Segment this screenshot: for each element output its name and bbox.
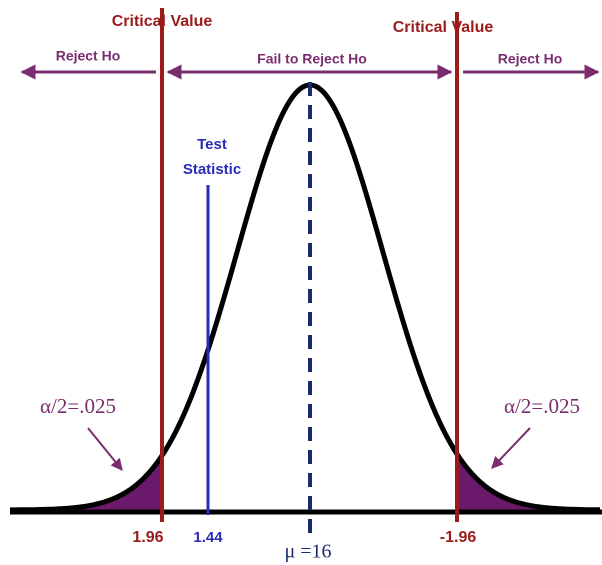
axis-label: 1.96	[132, 529, 163, 546]
test-label: Statistic	[183, 161, 241, 178]
alpha-label: α/2=.025	[40, 394, 116, 418]
axis-label: 1.44	[193, 529, 223, 546]
test-label: Test	[197, 136, 227, 153]
alpha-arrow-left	[87, 427, 123, 471]
left-tail	[10, 455, 162, 510]
right-tail	[457, 454, 600, 510]
reject-label: Reject Ho	[56, 48, 121, 64]
alpha-label: α/2=.025	[504, 394, 580, 418]
fail-label: Fail to Reject Ho	[257, 51, 367, 67]
critical-value-label: Critical Value	[112, 13, 213, 30]
bell-curve	[10, 82, 600, 513]
mean-label: μ =16	[284, 541, 331, 563]
axis-label: -1.96	[440, 529, 477, 546]
critical-value-label: Critical Value	[393, 19, 494, 36]
alpha-arrow-right	[491, 427, 531, 469]
reject-label: Reject Ho	[498, 51, 563, 67]
